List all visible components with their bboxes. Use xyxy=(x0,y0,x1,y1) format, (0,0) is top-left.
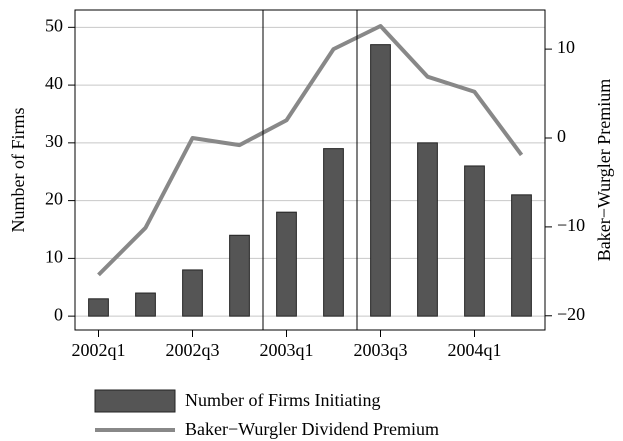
plot-frame xyxy=(74,9,546,331)
y2-tick-label: −10 xyxy=(557,215,585,235)
bar xyxy=(88,298,109,317)
bar xyxy=(276,211,297,317)
y-tick-label: 40 xyxy=(45,73,63,93)
y2-tick-label: 10 xyxy=(557,37,575,57)
x-tick-label: 2003q1 xyxy=(260,340,314,360)
bar xyxy=(464,165,485,317)
legend-label: Number of Firms Initiating xyxy=(185,390,380,410)
y-tick-label: 0 xyxy=(54,304,63,324)
x-tick-label: 2003q3 xyxy=(354,340,408,360)
bar xyxy=(182,269,203,317)
line xyxy=(97,24,524,277)
bar xyxy=(323,148,344,317)
bar xyxy=(511,194,532,317)
x-tick-label: 2002q3 xyxy=(166,340,220,360)
y-tick-label: 50 xyxy=(45,15,63,35)
y-tick-label: 30 xyxy=(45,131,63,151)
bar xyxy=(417,142,438,317)
bar xyxy=(229,234,250,317)
legend-swatch xyxy=(94,389,176,413)
y2-axis-label: Baker−Wurgler Premium xyxy=(594,79,614,262)
y2-tick-label: −20 xyxy=(557,304,585,324)
y-axis-label: Number of Firms xyxy=(8,108,28,233)
x-tick-label: 2002q1 xyxy=(72,340,126,360)
bar xyxy=(370,44,391,317)
y-tick-label: 20 xyxy=(45,189,63,209)
legend-label: Baker−Wurgler Dividend Premium xyxy=(185,419,439,439)
x-tick-label: 2004q1 xyxy=(448,340,502,360)
y2-tick-label: 0 xyxy=(557,126,566,146)
bar xyxy=(135,292,156,317)
y-tick-label: 10 xyxy=(45,247,63,267)
